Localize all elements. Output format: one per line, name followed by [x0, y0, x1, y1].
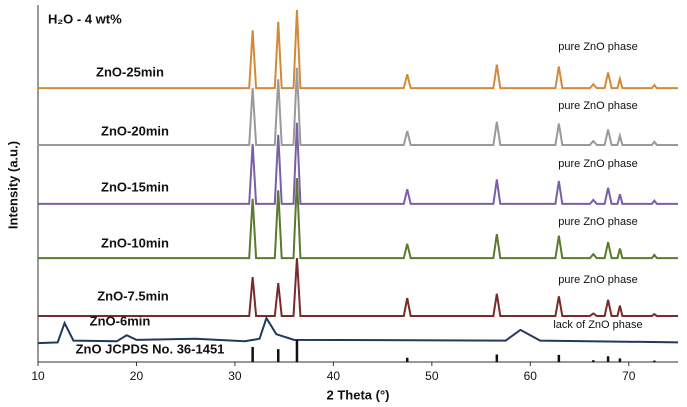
x-tick-label: 70 [622, 369, 636, 383]
x-tick-label: 20 [130, 369, 144, 383]
series-name: ZnO-15min [101, 179, 169, 194]
x-tick-label: 10 [31, 369, 45, 383]
series-line [38, 258, 678, 317]
annotation: pure ZnO phase [558, 216, 638, 228]
series-line [38, 67, 678, 146]
series-name: ZnO-6min [90, 313, 151, 328]
annotation: pure ZnO phase [558, 41, 638, 53]
x-axis-label: 2 Theta (°) [327, 387, 390, 402]
series-line [38, 9, 678, 90]
reference-name: ZnO JCPDS No. 36-1451 [76, 341, 225, 356]
series-name: ZnO-7.5min [97, 288, 169, 303]
x-tick-label: 40 [327, 369, 341, 383]
annotation: pure ZnO phase [558, 274, 638, 286]
series-line [37, 315, 679, 345]
x-tick-label: 50 [425, 369, 439, 383]
x-tick-label: 30 [228, 369, 242, 383]
x-tick-label: 60 [524, 369, 538, 383]
series-line [38, 122, 678, 205]
chart-title: H₂O - 4 wt% [48, 11, 122, 26]
y-axis-label: Intensity (a.u.) [5, 141, 20, 229]
annotation: pure ZnO phase [558, 158, 638, 170]
annotation: lack of ZnO phase [553, 319, 642, 331]
series-name: ZnO-25min [96, 64, 164, 79]
series-name: ZnO-10min [101, 235, 169, 250]
series-line [38, 178, 678, 260]
series-name: ZnO-20min [101, 123, 169, 138]
annotation: pure ZnO phase [558, 100, 638, 112]
